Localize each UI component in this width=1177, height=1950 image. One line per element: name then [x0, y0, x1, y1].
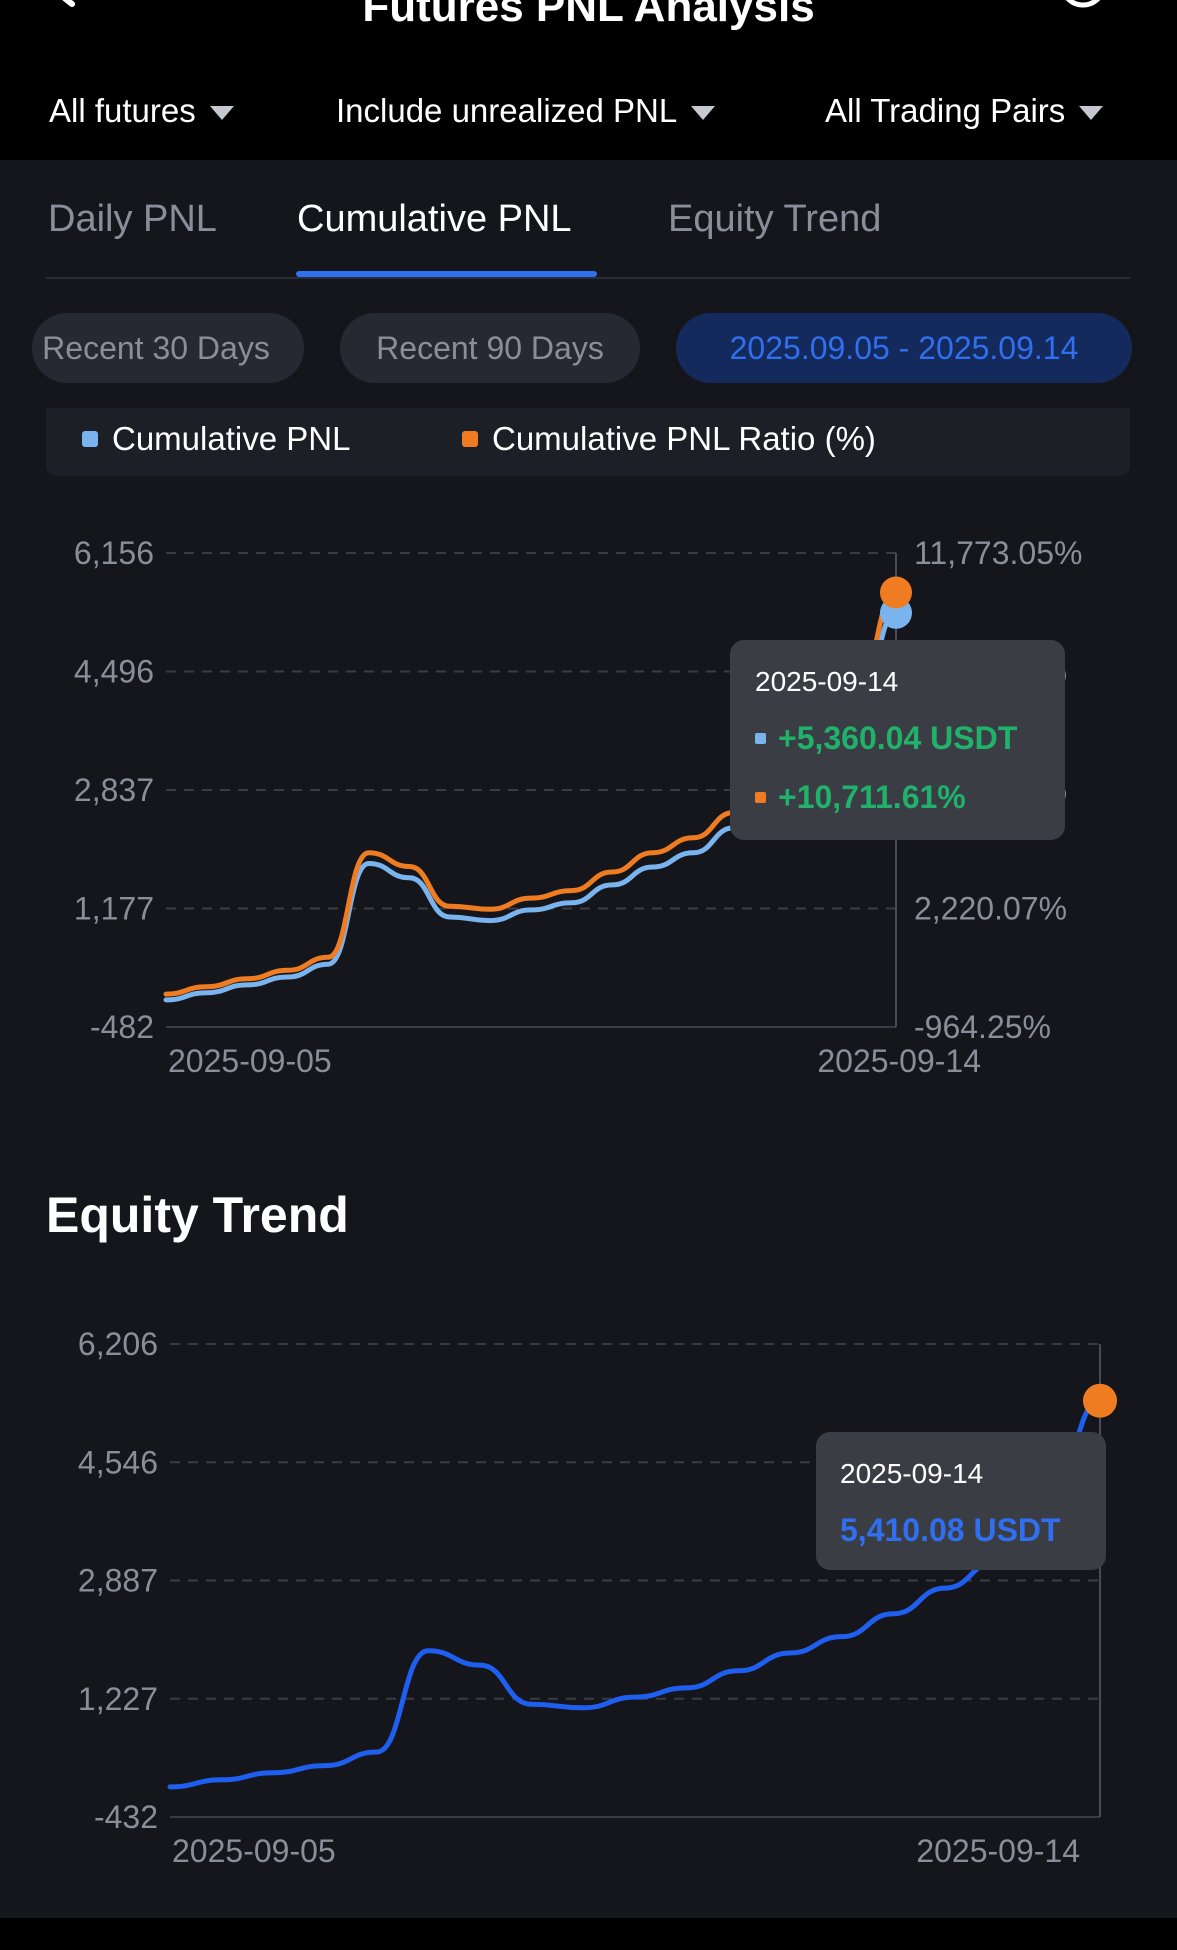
- y-tick-label: -482: [90, 1009, 154, 1045]
- tab-cumulative-pnl[interactable]: Cumulative PNL: [297, 198, 572, 240]
- x-tick-label: 2025-09-14: [916, 1833, 1080, 1869]
- equity-tooltip: 2025-09-14 5,410.08 USDT: [816, 1432, 1106, 1570]
- dropdown-caret-icon: [1079, 106, 1104, 120]
- range-chip-label: Recent 30 Days: [42, 329, 270, 366]
- y2-tick-label: -964.25%: [914, 1009, 1051, 1045]
- legend-swatch-ratio: [462, 431, 478, 447]
- y-tick-label: 4,546: [78, 1444, 158, 1480]
- tooltip-pnl-text: +5,360.04 USDT: [778, 720, 1018, 756]
- y-tick-label: 4,496: [74, 654, 154, 690]
- range-chip-label: Recent 90 Days: [376, 329, 604, 366]
- dropdown-caret-icon: [209, 106, 234, 120]
- y-tick-label: 2,887: [78, 1563, 158, 1599]
- filter-futures-label: All futures: [49, 92, 196, 129]
- y-tick-label: 1,177: [74, 891, 154, 927]
- dropdown-caret-icon: [691, 106, 716, 120]
- active-tab-indicator: [296, 271, 597, 277]
- bottom-bar: [0, 1918, 1177, 1950]
- chart-legend: [46, 408, 1130, 476]
- tab-daily-pnl[interactable]: Daily PNL: [48, 198, 217, 240]
- equity-trend-heading: Equity Trend: [46, 1187, 349, 1243]
- filter-futures-dropdown[interactable]: All futures: [49, 92, 234, 130]
- legend-cumulative-pnl-ratio: Cumulative PNL Ratio (%): [462, 420, 876, 458]
- x-tick-label: 2025-09-05: [168, 1043, 332, 1079]
- tooltip-swatch-pnl: [755, 733, 766, 744]
- legend-swatch-pnl: [82, 431, 98, 447]
- y2-tick-label: 2,220.07%: [914, 891, 1067, 927]
- tooltip-ratio-value: +10,711.61%: [755, 779, 966, 816]
- range-chip-label: 2025.09.05 - 2025.09.14: [729, 329, 1079, 366]
- series-line-1: [167, 1398, 1103, 1790]
- range-chip-custom[interactable]: 2025.09.05 - 2025.09.14: [676, 313, 1132, 383]
- series-end-point-2: [880, 576, 912, 609]
- cumulative-pnl-tooltip: 2025-09-14 +5,360.04 USDT +10,711.61%: [730, 640, 1065, 840]
- tooltip-date: 2025-09-14: [755, 666, 899, 697]
- x-tick-label: 2025-09-14: [817, 1043, 981, 1079]
- x-tick-label: 2025-09-05: [172, 1833, 336, 1869]
- refresh-icon[interactable]: [1055, 0, 1111, 30]
- legend-cumulative-pnl: Cumulative PNL: [82, 420, 350, 458]
- tooltip-pnl-value: +5,360.04 USDT: [755, 720, 1017, 757]
- top-bar: Futures PNL Analysis All futures Include…: [0, 0, 1177, 160]
- y-tick-label: 2,837: [74, 772, 154, 808]
- equity-trend-chart[interactable]: 6,206 4,546 2,887 1,227 -432 2025-09-05 2025-0…: [0, 1310, 1177, 1890]
- y2-tick-label: 11,773.05%: [914, 535, 1082, 571]
- y-tick-label: 6,206: [78, 1326, 158, 1362]
- filter-pairs-dropdown[interactable]: All Trading Pairs: [825, 92, 1104, 130]
- y-tick-label: -432: [94, 1799, 158, 1835]
- filter-pairs-label: All Trading Pairs: [825, 92, 1066, 129]
- tooltip-equity-value: 5,410.08 USDT: [840, 1512, 1061, 1548]
- legend-label: Cumulative PNL Ratio (%): [492, 420, 876, 457]
- y-tick-label: 1,227: [78, 1681, 158, 1717]
- filter-pnl-label: Include unrealized PNL: [336, 92, 678, 129]
- tooltip-date: 2025-09-14: [840, 1458, 984, 1489]
- tooltip-ratio-text: +10,711.61%: [778, 779, 966, 815]
- filter-pnl-dropdown[interactable]: Include unrealized PNL: [336, 92, 716, 130]
- y-tick-label: 6,156: [74, 535, 154, 571]
- range-chip-90-days[interactable]: Recent 90 Days: [340, 313, 640, 383]
- range-chip-30-days[interactable]: Recent 30 Days: [32, 313, 304, 383]
- tab-equity-trend[interactable]: Equity Trend: [668, 198, 882, 240]
- legend-label: Cumulative PNL: [112, 420, 351, 457]
- tabs-divider: [46, 277, 1130, 279]
- page-title: Futures PNL Analysis: [362, 0, 815, 31]
- series-end-point-1: [1083, 1383, 1117, 1418]
- tooltip-swatch-ratio: [755, 792, 766, 803]
